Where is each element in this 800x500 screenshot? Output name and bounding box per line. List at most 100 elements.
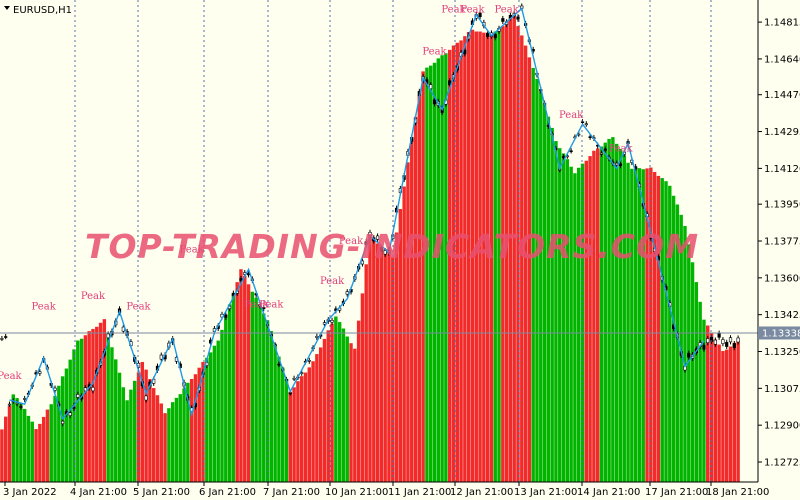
candle-body bbox=[732, 343, 736, 348]
candle-body bbox=[23, 398, 27, 400]
histogram-bar bbox=[22, 408, 27, 482]
time-axis[interactable]: 3 Jan 2022 4 Jan 21:00 5 Jan 21:00 6 Jan 21… bbox=[0, 481, 769, 498]
histogram-bar bbox=[497, 28, 501, 483]
histogram-bar bbox=[387, 253, 391, 482]
histogram-bar bbox=[580, 163, 585, 482]
histogram-bar bbox=[391, 257, 395, 482]
histogram-bar bbox=[675, 204, 680, 483]
histogram-bar bbox=[330, 323, 334, 482]
histogram-bar bbox=[337, 322, 342, 482]
candle-body bbox=[687, 352, 691, 358]
histogram-bar bbox=[110, 347, 114, 482]
histogram-bar bbox=[687, 244, 691, 482]
histogram-bar bbox=[0, 429, 4, 482]
histogram-bar bbox=[57, 385, 61, 482]
histogram-bar bbox=[489, 36, 494, 483]
time-tick-label: 18 Jan 21:00 bbox=[706, 487, 769, 498]
histogram-bar bbox=[478, 31, 482, 483]
candle-body bbox=[330, 320, 334, 323]
candle-body bbox=[603, 148, 607, 151]
price-tick-label: 1.14120 bbox=[764, 164, 800, 175]
histogram-bar bbox=[713, 339, 718, 482]
histogram-bar bbox=[303, 372, 308, 482]
histogram-bar bbox=[607, 138, 611, 482]
price-axis[interactable]: 1.14815 1.14640 1.14470 1.14295 1.14120 1.139… bbox=[757, 0, 800, 482]
histogram-bar bbox=[451, 45, 456, 483]
time-tick-label: 5 Jan 21:00 bbox=[133, 487, 190, 498]
histogram-bar bbox=[588, 156, 592, 482]
histogram-bar bbox=[577, 167, 581, 483]
price-tick-label: 1.13075 bbox=[764, 384, 800, 395]
histogram-bar bbox=[717, 344, 721, 482]
histogram-bar bbox=[140, 361, 145, 482]
histogram-bar bbox=[174, 397, 179, 482]
histogram-bar bbox=[326, 330, 330, 482]
candle-body bbox=[288, 392, 292, 395]
histogram-bar bbox=[493, 31, 497, 482]
histogram-bar bbox=[410, 138, 414, 482]
histogram-bar bbox=[311, 361, 315, 482]
symbol-header[interactable]: EURUSD,H1 bbox=[4, 5, 72, 16]
histogram-bar bbox=[114, 359, 118, 482]
histogram-bar bbox=[220, 329, 224, 482]
histogram-bar bbox=[19, 402, 23, 482]
histogram-bar bbox=[736, 340, 740, 482]
histogram-bar bbox=[151, 388, 156, 482]
histogram-bar bbox=[26, 415, 31, 482]
candle-body bbox=[478, 12, 482, 18]
histogram-bar bbox=[243, 275, 247, 482]
histogram-bar bbox=[288, 391, 293, 482]
histogram-bar bbox=[432, 62, 437, 482]
histogram-bar bbox=[406, 162, 410, 482]
histogram-bar bbox=[167, 408, 171, 482]
histogram-bar bbox=[334, 316, 338, 482]
histogram-bar bbox=[155, 395, 160, 482]
histogram-bar bbox=[584, 160, 589, 482]
zigzag-path bbox=[9, 7, 705, 421]
candle-body bbox=[486, 32, 490, 37]
histogram-bar bbox=[95, 326, 99, 482]
histogram-bar bbox=[690, 262, 695, 482]
histogram-bar bbox=[516, 26, 520, 483]
histogram-bar bbox=[592, 150, 596, 483]
candle-body bbox=[713, 339, 717, 345]
histogram-bar bbox=[262, 313, 266, 482]
peak-label: Peak bbox=[339, 236, 364, 247]
candle-body bbox=[15, 402, 19, 405]
histogram-bar bbox=[170, 402, 175, 482]
candle-body bbox=[4, 336, 8, 338]
histogram-bar bbox=[379, 245, 384, 482]
symbol-label: EURUSD,H1 bbox=[13, 5, 72, 16]
histogram-bar bbox=[444, 53, 448, 482]
histogram-bar bbox=[258, 304, 262, 482]
price-tick-label: 1.13250 bbox=[764, 347, 800, 358]
histogram-bar bbox=[554, 141, 558, 483]
candle-body bbox=[383, 250, 387, 255]
histogram-bar bbox=[49, 404, 53, 482]
histogram-bar bbox=[15, 398, 19, 482]
histogram-bar bbox=[501, 26, 505, 482]
peak-label: Peak bbox=[422, 47, 447, 58]
histogram-bars bbox=[0, 14, 740, 483]
histogram-bar bbox=[205, 357, 209, 482]
histogram-bar bbox=[193, 374, 198, 482]
candle-body bbox=[91, 387, 95, 392]
candle-body bbox=[580, 121, 585, 123]
price-tick-label: 1.13775 bbox=[764, 237, 800, 248]
histogram-bar bbox=[618, 148, 623, 482]
histogram-bar bbox=[178, 394, 182, 482]
peak-label: Peak bbox=[180, 245, 205, 256]
histogram-bar bbox=[455, 42, 459, 482]
price-tick-label: 1.12900 bbox=[764, 421, 800, 432]
histogram-bar bbox=[402, 186, 406, 482]
dropdown-triangle-icon[interactable] bbox=[4, 6, 10, 10]
time-tick-label: 12 Jan 21:00 bbox=[450, 487, 513, 498]
vertical-grid bbox=[74, 0, 712, 482]
candle-body bbox=[76, 394, 80, 398]
histogram-bar bbox=[447, 49, 452, 483]
candle-body bbox=[717, 332, 721, 338]
histogram-bar bbox=[603, 142, 607, 482]
time-tick-label: 14 Jan 21:00 bbox=[577, 487, 640, 498]
histogram-bar bbox=[508, 17, 513, 483]
